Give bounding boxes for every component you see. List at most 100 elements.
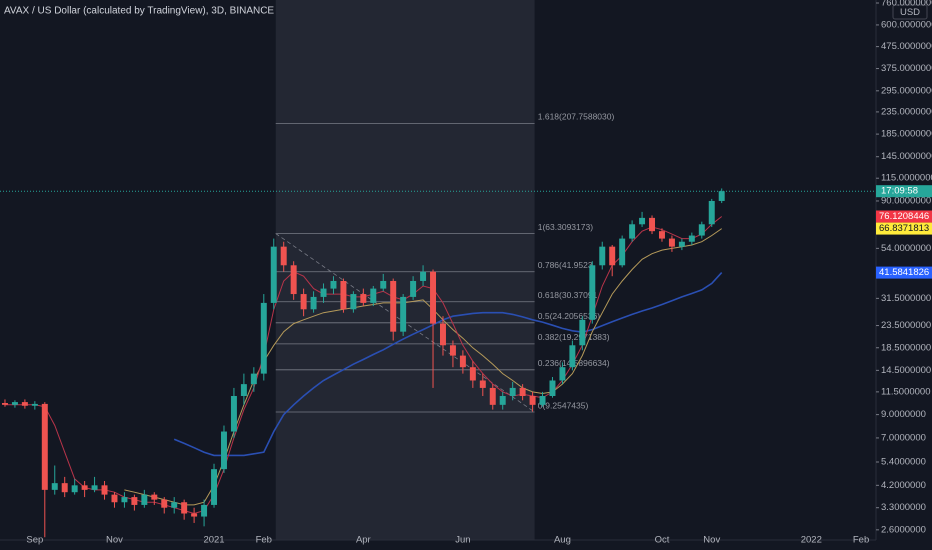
x-tick-label: Jun — [455, 535, 470, 546]
candle-body — [81, 485, 88, 490]
candle-body — [390, 280, 397, 332]
candle-body — [1, 402, 8, 405]
candle-body — [141, 494, 148, 505]
ma-value-box — [876, 222, 932, 235]
last-price-box — [876, 185, 932, 198]
candle-body — [649, 217, 656, 232]
candle-body — [579, 319, 586, 346]
y-tick-label: 185.0000000 — [881, 129, 932, 140]
y-tick-label: 295.0000000 — [881, 85, 932, 96]
candle-body — [559, 367, 566, 381]
moving-average — [173, 272, 723, 457]
x-tick-label: Oct — [655, 535, 670, 546]
candle-body — [191, 513, 198, 517]
candle-body — [350, 294, 357, 310]
y-tick-label: 760.0000000 — [881, 0, 932, 9]
candle-body — [360, 294, 367, 303]
candle-body — [668, 238, 675, 247]
y-tick-label: 31.5000000 — [881, 293, 931, 304]
candle-body — [71, 485, 78, 493]
candle-body — [31, 403, 38, 406]
fib-region — [275, 0, 535, 540]
x-tick-label: Nov — [703, 535, 720, 546]
chart-title: AVAX / US Dollar (calculated by TradingV… — [4, 6, 274, 17]
candle-body — [678, 241, 685, 247]
fib-label: 0.786(41.9523 — [538, 260, 593, 270]
candle-body — [698, 224, 705, 236]
ma-value-label: 41.5841826 — [879, 267, 929, 278]
candle-body — [211, 469, 218, 505]
candle-body — [449, 345, 456, 356]
candle-body — [280, 246, 287, 266]
candle-body — [688, 235, 695, 242]
y-tick-label: 2.6000000 — [881, 524, 926, 535]
candle-body — [121, 497, 128, 503]
candle-body — [549, 380, 556, 396]
candle-body — [430, 271, 437, 324]
candle-body — [320, 288, 327, 297]
x-tick-label: Nov — [106, 535, 123, 546]
fib-label: 0.382(19.2971383) — [538, 332, 610, 342]
candle-body — [11, 402, 18, 405]
x-tick-label: Aug — [554, 535, 571, 546]
candle-body — [220, 431, 227, 470]
candle-body — [410, 280, 417, 297]
y-tick-label: 9.0000000 — [881, 409, 926, 420]
candle-body — [101, 485, 108, 495]
candle-body — [619, 238, 626, 266]
y-tick-label: 90.0000000 — [881, 195, 931, 206]
candle-body — [479, 380, 486, 388]
candle-body — [569, 345, 576, 368]
ma-value-box — [876, 266, 932, 279]
y-tick-label: 5.4000000 — [881, 457, 926, 468]
candle-body — [539, 395, 546, 405]
candle-body — [380, 280, 387, 289]
candle-body — [519, 387, 526, 396]
candle-body — [420, 271, 427, 281]
candle-body — [589, 265, 596, 320]
candle-body — [270, 246, 277, 303]
candle-body — [609, 246, 616, 266]
fib-label: 1.618(207.7588030) — [538, 112, 615, 122]
x-tick-label: 2022 — [801, 535, 822, 546]
candle-body — [111, 494, 118, 503]
x-tick-label: Apr — [356, 535, 371, 546]
candle-body — [240, 384, 247, 396]
candle-body — [658, 231, 665, 239]
fib-label: 1(63.3093173) — [538, 222, 593, 232]
y-tick-label: 54.0000000 — [881, 243, 931, 254]
y-tick-label: 475.0000000 — [881, 41, 932, 52]
y-tick-label: 11.5000000 — [881, 386, 931, 397]
candle-body — [21, 402, 28, 406]
candle-body — [718, 191, 725, 201]
candle-body — [300, 294, 307, 310]
fib-label: 0.618(30.37091 — [538, 290, 598, 300]
candle-body — [310, 296, 317, 310]
candle-body — [250, 373, 257, 385]
x-tick-label: Feb — [256, 535, 272, 546]
candle-body — [330, 280, 337, 289]
countdown: 17:09:58 — [881, 186, 918, 197]
candle-body — [151, 494, 158, 500]
fib-label: 0.5(24.2056536) — [538, 311, 601, 321]
y-tick-label: 235.0000000 — [881, 106, 932, 117]
y-tick-label: 23.5000000 — [881, 320, 931, 331]
candle-body — [629, 224, 636, 239]
candle-body — [161, 499, 168, 508]
candle-body — [400, 296, 407, 332]
candle-body — [708, 200, 715, 225]
candle-body — [489, 387, 496, 405]
y-tick-label: 4.2000000 — [881, 480, 926, 491]
candle-body — [529, 395, 536, 405]
y-tick-label: 7.0000000 — [881, 432, 926, 443]
y-tick-label: 145.0000000 — [881, 151, 932, 162]
candle-body — [290, 265, 297, 295]
y-tick-label: 3.3000000 — [881, 502, 926, 513]
x-tick-label: 2021 — [203, 535, 224, 546]
candle-body — [509, 387, 516, 396]
candle-body — [61, 483, 68, 493]
y-tick-label: 600.0000000 — [881, 19, 932, 30]
candle-body — [51, 483, 58, 490]
